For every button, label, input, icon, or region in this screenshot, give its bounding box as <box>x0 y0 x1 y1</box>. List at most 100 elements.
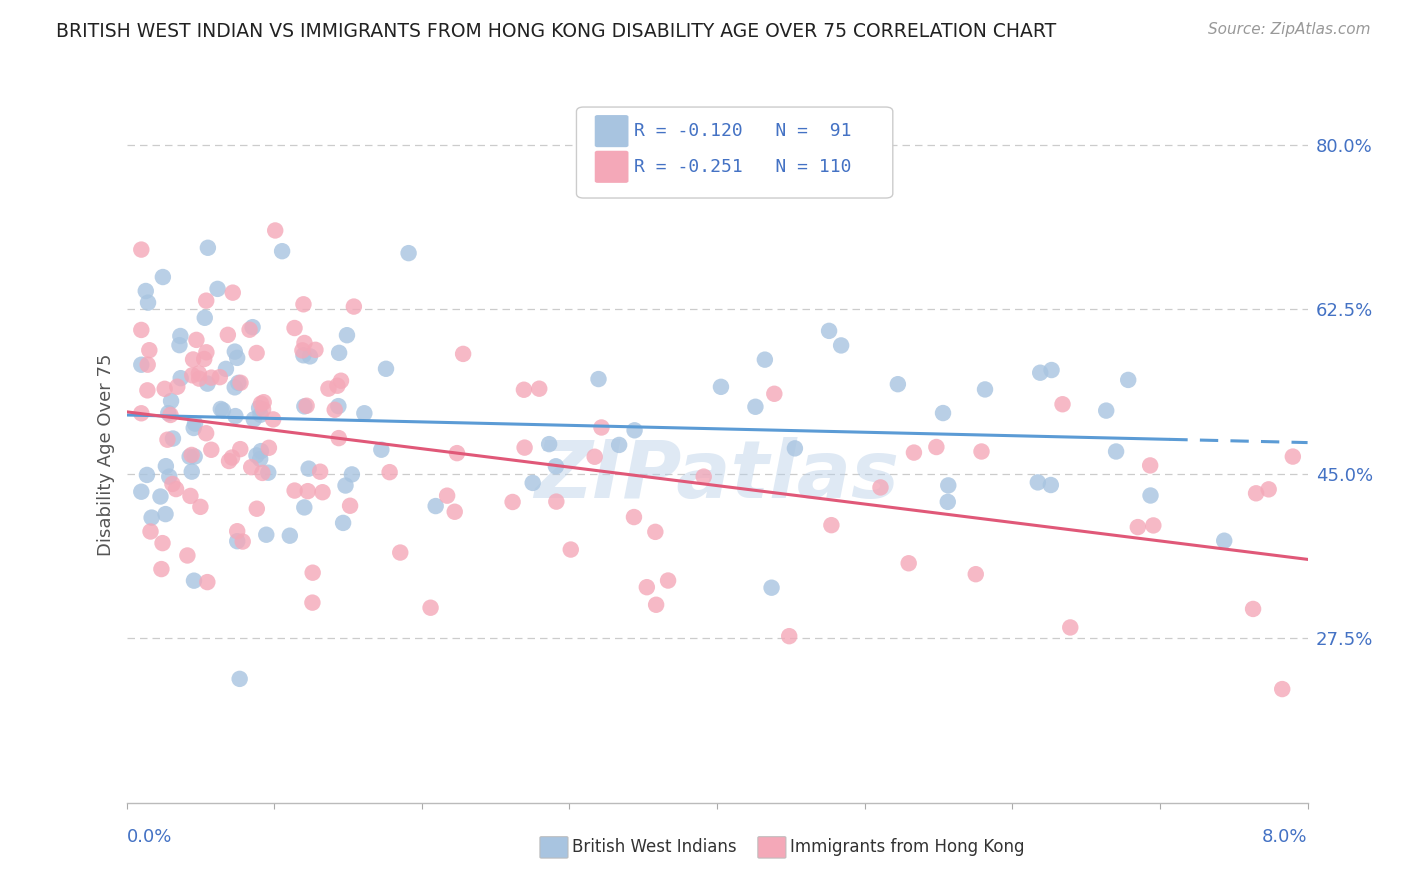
Point <box>591 420 613 434</box>
Point <box>370 442 392 457</box>
Point <box>278 529 301 543</box>
Point <box>1039 478 1062 492</box>
Point <box>252 466 274 480</box>
Point <box>513 383 536 397</box>
Point <box>869 480 891 494</box>
Point <box>744 400 766 414</box>
Point <box>1116 373 1139 387</box>
Point <box>159 408 181 422</box>
Point <box>194 310 217 325</box>
Point <box>229 442 252 457</box>
Point <box>209 401 232 416</box>
Point <box>332 516 354 530</box>
Point <box>152 270 174 285</box>
Point <box>419 600 441 615</box>
Point <box>292 348 315 362</box>
Point <box>180 448 202 462</box>
Point <box>190 500 212 514</box>
Point <box>375 361 398 376</box>
Point <box>326 378 349 392</box>
Point <box>187 367 209 381</box>
Point <box>193 351 215 366</box>
Point <box>583 450 606 464</box>
Point <box>544 459 567 474</box>
Text: R = -0.120   N =  91: R = -0.120 N = 91 <box>634 122 852 140</box>
Point <box>298 461 321 475</box>
Point <box>974 383 997 397</box>
Text: Immigrants from Hong Kong: Immigrants from Hong Kong <box>790 838 1025 856</box>
Point <box>443 505 465 519</box>
Point <box>195 426 218 441</box>
Point <box>645 598 668 612</box>
Point <box>208 370 231 384</box>
Point <box>152 536 174 550</box>
Point <box>343 300 366 314</box>
Point <box>932 406 955 420</box>
Text: Source: ZipAtlas.com: Source: ZipAtlas.com <box>1208 22 1371 37</box>
Point <box>451 347 474 361</box>
Point <box>136 358 159 372</box>
Point <box>212 403 235 417</box>
Point <box>254 527 277 541</box>
Point <box>222 285 245 300</box>
Point <box>778 629 800 643</box>
Point <box>252 402 274 417</box>
Point <box>330 374 353 388</box>
Point <box>1052 397 1074 411</box>
Point <box>242 320 264 334</box>
Point <box>129 243 153 257</box>
Point <box>588 372 610 386</box>
Point <box>217 327 239 342</box>
Point <box>1139 489 1161 503</box>
Point <box>207 282 229 296</box>
Point <box>887 377 910 392</box>
Point <box>183 450 205 464</box>
Point <box>129 406 153 420</box>
Point <box>295 399 318 413</box>
Point <box>1142 518 1164 533</box>
Point <box>291 343 314 358</box>
Point <box>149 490 172 504</box>
Point <box>323 402 346 417</box>
Point <box>129 323 153 337</box>
Point <box>1244 486 1267 500</box>
Point <box>180 465 202 479</box>
Point <box>153 382 176 396</box>
Point <box>309 465 332 479</box>
Point <box>538 437 561 451</box>
Point <box>336 328 359 343</box>
Point <box>335 478 357 492</box>
Point <box>304 343 326 357</box>
Text: 8.0%: 8.0% <box>1263 828 1308 846</box>
Point <box>436 489 458 503</box>
Point <box>221 450 243 465</box>
Point <box>157 469 180 483</box>
Point <box>636 580 658 594</box>
Point <box>607 438 630 452</box>
Point <box>560 542 582 557</box>
Point <box>693 469 716 483</box>
Point <box>218 454 240 468</box>
Point <box>783 442 806 456</box>
Text: British West Indians: British West Indians <box>572 838 737 856</box>
Point <box>529 382 551 396</box>
Point <box>169 338 191 352</box>
Point <box>129 358 153 372</box>
Point <box>226 524 249 539</box>
Point <box>246 501 269 516</box>
Point <box>181 368 204 383</box>
Y-axis label: Disability Age Over 75: Disability Age Over 75 <box>97 353 115 557</box>
Point <box>292 297 315 311</box>
Point <box>1126 520 1149 534</box>
Point <box>903 445 925 459</box>
Point <box>1241 602 1264 616</box>
Point <box>328 346 350 360</box>
Point <box>229 376 252 390</box>
Text: R = -0.251   N = 110: R = -0.251 N = 110 <box>634 158 852 176</box>
Point <box>226 351 249 365</box>
Point <box>970 444 993 458</box>
Point <box>232 534 254 549</box>
Point <box>183 574 205 588</box>
Point <box>1213 533 1236 548</box>
Point <box>257 441 280 455</box>
